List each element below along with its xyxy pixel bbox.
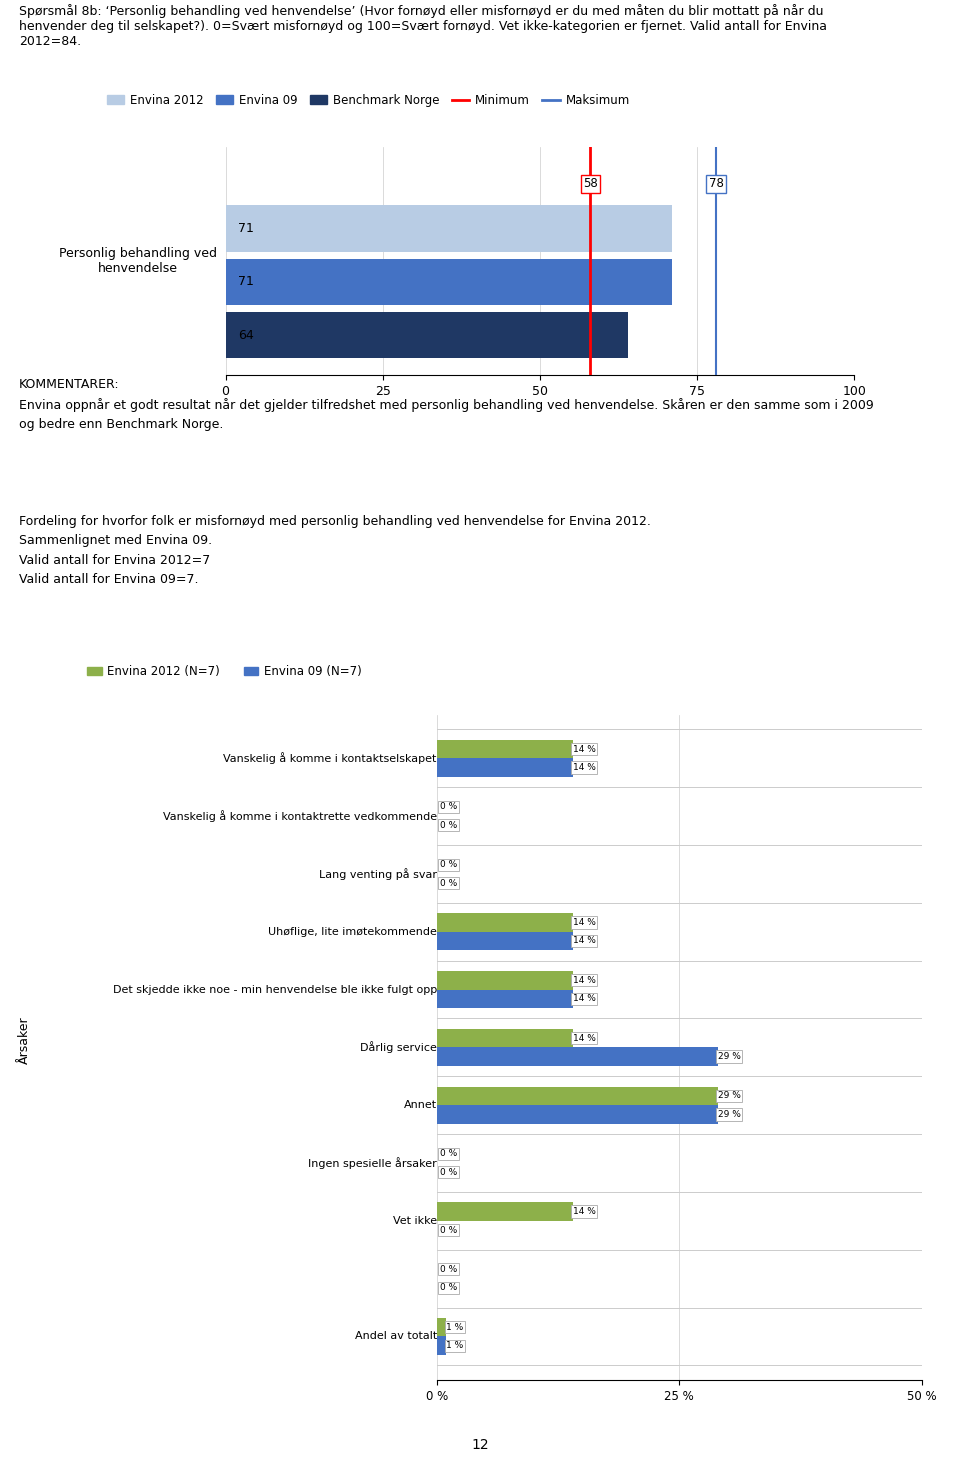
Text: Det skjedde ikke noe - min henvendelse ble ikke fulgt opp: Det skjedde ikke noe - min henvendelse b… [112,984,437,994]
Text: 78: 78 [708,178,724,190]
Text: 14 %: 14 % [572,1034,595,1043]
Text: Andel av totalt: Andel av totalt [354,1331,437,1342]
Text: 71: 71 [238,222,254,235]
Text: 14 %: 14 % [572,763,595,772]
Text: Spørsmål 8b: ‘Personlig behandling ved henvendelse’ (Hvor fornøyd eller misfornø: Spørsmål 8b: ‘Personlig behandling ved h… [19,4,828,49]
Text: 0 %: 0 % [440,802,457,812]
Bar [437,1202,572,1221]
Bar [226,312,628,359]
Bar [437,1028,572,1047]
Text: 14 %: 14 % [572,994,595,1003]
Bar [437,1047,718,1066]
Bar [437,990,572,1008]
Text: Dårlig service: Dårlig service [360,1041,437,1053]
Text: 0 %: 0 % [440,861,457,869]
Text: 71: 71 [238,275,254,288]
Text: 1 %: 1 % [446,1322,464,1331]
Text: 1 %: 1 % [446,1342,464,1350]
Bar [437,1318,446,1337]
Text: 14 %: 14 % [572,937,595,946]
Text: Årsaker: Årsaker [17,1016,31,1064]
Text: 64: 64 [238,328,254,341]
Text: Lang venting på svar: Lang venting på svar [319,868,437,880]
Text: 29 %: 29 % [718,1052,741,1061]
Text: 0 %: 0 % [440,1225,457,1234]
Text: Vet ikke: Vet ikke [393,1217,437,1225]
Text: Vanskelig å komme i kontaktselskapet: Vanskelig å komme i kontaktselskapet [224,752,437,765]
Bar [437,758,572,777]
Bar [437,1337,446,1355]
Text: 58: 58 [583,178,598,190]
Text: Fordeling for hvorfor folk er misfornøyd med personlig behandling ved henvendels: Fordeling for hvorfor folk er misfornøyd… [19,515,651,587]
Bar [226,259,672,304]
Text: 14 %: 14 % [572,975,595,984]
Bar [226,206,672,252]
Bar [437,740,572,758]
Legend: Envina 2012 (N=7), Envina 09 (N=7): Envina 2012 (N=7), Envina 09 (N=7) [83,660,367,683]
Text: Uhøflige, lite imøtekommende: Uhøflige, lite imøtekommende [268,927,437,937]
Text: 12: 12 [471,1439,489,1452]
Text: 29 %: 29 % [718,1111,741,1119]
Text: Annet: Annet [403,1100,437,1111]
Text: 14 %: 14 % [572,1208,595,1217]
Legend: Envina 2012, Envina 09, Benchmark Norge, Minimum, Maksimum: Envina 2012, Envina 09, Benchmark Norge,… [102,90,635,112]
Text: 29 %: 29 % [718,1091,741,1100]
Bar [437,913,572,931]
Bar [437,931,572,950]
Text: 0 %: 0 % [440,1265,457,1274]
Text: 0 %: 0 % [440,821,457,830]
Bar [437,1105,718,1124]
Text: 0 %: 0 % [440,1149,457,1158]
Text: 0 %: 0 % [440,1283,457,1293]
Text: 14 %: 14 % [572,918,595,927]
Bar [437,1087,718,1105]
Text: Personlig behandling ved
henvendelse: Personlig behandling ved henvendelse [59,247,217,275]
Text: 0 %: 0 % [440,878,457,887]
Bar [437,971,572,990]
Text: KOMMENTARER:
Envina oppnår et godt resultat når det gjelder tilfredshet med pers: KOMMENTARER: Envina oppnår et godt resul… [19,378,874,431]
Text: Ingen spesielle årsaker: Ingen spesielle årsaker [308,1158,437,1169]
Text: 14 %: 14 % [572,744,595,753]
Text: Vanskelig å komme i kontaktrette vedkommende: Vanskelig å komme i kontaktrette vedkomm… [162,811,437,822]
Text: 0 %: 0 % [440,1168,457,1177]
